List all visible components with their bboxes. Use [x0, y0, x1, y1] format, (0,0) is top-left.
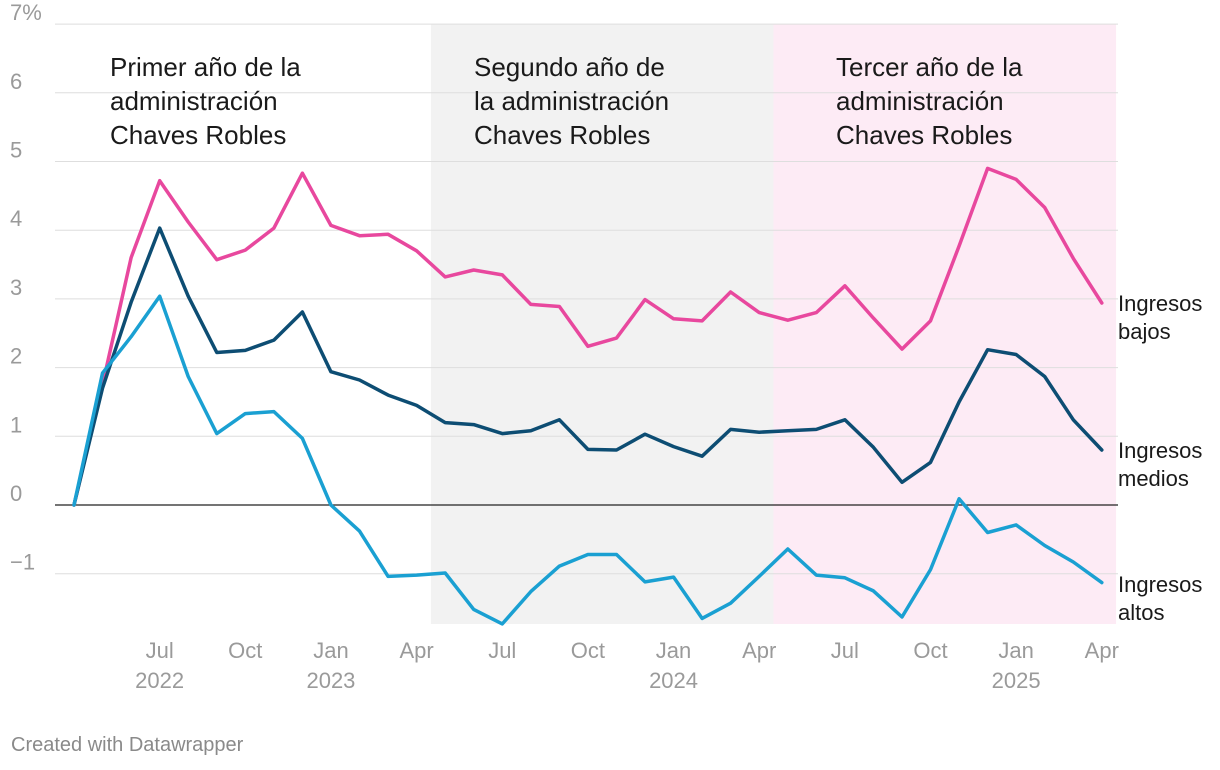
series-line-3 [72, 294, 1104, 626]
series-line-2 [72, 226, 1104, 507]
gridlines [55, 23, 1118, 575]
x-tick-year: 2023 [306, 668, 355, 693]
y-tick-label: 1 [10, 412, 22, 437]
annotation-line: Tercer año de la [836, 52, 1023, 82]
x-tick-label: Apr [399, 638, 433, 663]
series-label-3: Ingresos altos [1118, 572, 1202, 625]
y-tick-label: −1 [10, 550, 35, 575]
series-labels: Ingresos bajos Ingresos medios Ingresos altos [1118, 291, 1202, 625]
series-label-line: Ingresos [1118, 438, 1202, 463]
credit-note: Created with Datawrapper [11, 734, 244, 756]
period-band-2 [430, 24, 774, 625]
series-label-2: Ingresos medios [1118, 438, 1202, 491]
x-tick-label: Oct [228, 638, 262, 663]
x-tick-label: Apr [742, 638, 776, 663]
annotation-line: la administración [474, 86, 669, 116]
x-axis: Jul 2022 Oct Jan 2023 Apr Jul Oct Jan 2024 Apr Jul O… [135, 638, 1119, 693]
period-bands [55, 24, 1117, 625]
x-tick-label: Jan [313, 638, 348, 663]
y-tick-label: 0 [10, 481, 22, 506]
y-tick-label: 5 [10, 138, 22, 163]
annotation-line: Segundo año de [474, 52, 665, 82]
annotation-line: administración [836, 86, 1004, 116]
x-tick-label: Jul [831, 638, 859, 663]
period-annotations: Primer año de la administración Chaves Rob… [110, 52, 1023, 150]
x-tick-label: Jan [656, 638, 691, 663]
annotation-line: Chaves Robles [474, 120, 650, 150]
series-label-1: Ingresos bajos [1118, 291, 1202, 344]
x-tick-label: Jan [998, 638, 1033, 663]
series-line-1 [72, 166, 1104, 507]
series-label-line: medios [1118, 466, 1189, 491]
series-lines [72, 166, 1104, 626]
x-tick-year: 2025 [992, 668, 1041, 693]
annotation-line: administración [110, 86, 278, 116]
y-axis: 7% 6 5 4 3 2 1 0 −1 [10, 0, 42, 575]
x-tick-label: Oct [571, 638, 605, 663]
series-label-line: Ingresos [1118, 291, 1202, 316]
period-annotation-2: Segundo año de la administración Chaves Ro… [474, 52, 669, 150]
period-annotation-1: Primer año de la administración Chaves Rob… [110, 52, 301, 150]
period-annotation-3: Tercer año de la administración Chaves Rob… [836, 52, 1023, 150]
series-label-line: altos [1118, 600, 1164, 625]
annotation-line: Chaves Robles [836, 120, 1012, 150]
x-tick-year: 2022 [135, 668, 184, 693]
x-tick-label: Apr [1085, 638, 1119, 663]
annotation-line: Primer año de la [110, 52, 301, 82]
x-tick-label: Oct [913, 638, 947, 663]
y-tick-label: 2 [10, 344, 22, 369]
x-tick-label: Jul [146, 638, 174, 663]
y-tick-label: 3 [10, 275, 22, 300]
annotation-line: Chaves Robles [110, 120, 286, 150]
series-label-line: bajos [1118, 319, 1171, 344]
x-tick-year: 2024 [649, 668, 698, 693]
series-label-line: Ingresos [1118, 572, 1202, 597]
x-tick-label: Jul [488, 638, 516, 663]
period-band-3 [773, 24, 1117, 625]
y-tick-label: 6 [10, 69, 22, 94]
y-tick-label: 4 [10, 206, 22, 231]
y-tick-label: 7% [10, 0, 42, 25]
